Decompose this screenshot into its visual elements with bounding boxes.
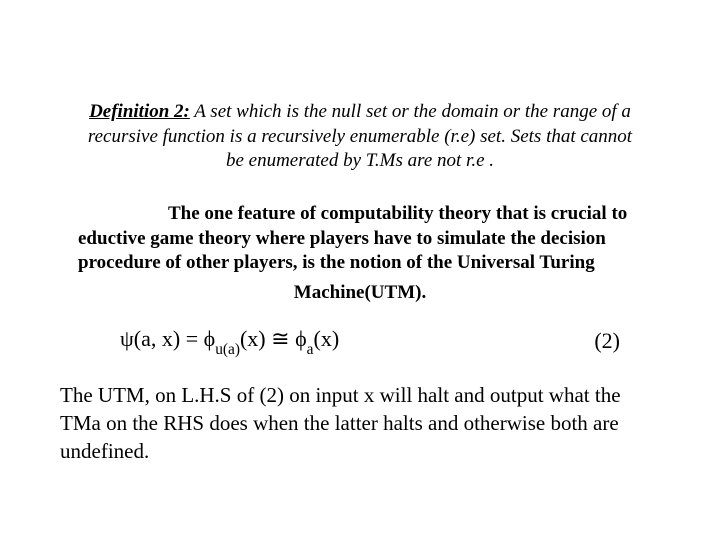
definition-text-1: A set which is the null set or the domai… <box>190 101 631 122</box>
equation-number: (2) <box>594 328 620 354</box>
eq-phi-u-sub: u(a) <box>215 341 240 358</box>
para1-line2: eductive game theory where players have … <box>78 228 606 249</box>
slide-container: Definition 2: A set which is the null se… <box>0 0 720 540</box>
definition-text-3: be enumerated by T.Ms are not r.e . <box>226 150 494 171</box>
para1-line1: The one feature of computability theory … <box>168 203 627 224</box>
equation-row: ψ(a, x) = ϕu(a)(x) ≅ ϕa(x) (2) <box>120 326 620 356</box>
utm-line: Machine(UTM). <box>60 282 660 304</box>
para1-line3: procedure of other players, is the notio… <box>78 252 595 273</box>
eq-phi-a-post: (x) <box>314 326 340 351</box>
paragraph-2: The UTM, on L.H.S of (2) on input x will… <box>60 381 660 466</box>
equation: ψ(a, x) = ϕu(a)(x) ≅ ϕa(x) <box>120 326 339 356</box>
eq-psi: ψ(a, x) = <box>120 326 204 351</box>
eq-phi-u-post: (x) ≅ <box>240 326 295 351</box>
definition-block: Definition 2: A set which is the null se… <box>60 100 660 174</box>
eq-phi-a-sub: a <box>307 341 314 358</box>
eq-phi-a-pre: ϕ <box>295 326 307 351</box>
definition-text-2: recursive function is a recursively enum… <box>88 126 632 147</box>
paragraph-1: The one feature of computability theory … <box>78 202 642 276</box>
definition-label: Definition 2: <box>89 101 190 122</box>
eq-phi-u-pre: ϕ <box>204 326 216 351</box>
